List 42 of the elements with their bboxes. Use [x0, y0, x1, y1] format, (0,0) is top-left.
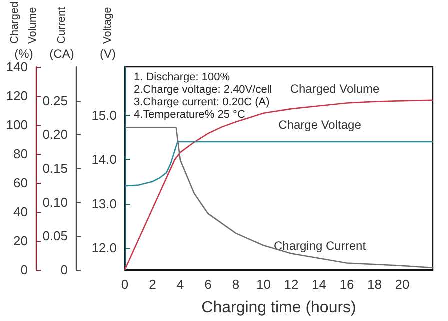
y3-tick-label: 140 — [6, 60, 28, 74]
x-tick-label: 14 — [312, 277, 326, 292]
y3-tick-label: 20 — [14, 234, 28, 248]
y3-axis-title: Charged Volume (%) — [9, 2, 39, 61]
x-tick-label: 8 — [232, 277, 240, 292]
y2-tick-label: 0.25 — [42, 93, 68, 108]
x-axis-title: Charging time (hours) — [202, 300, 356, 316]
y-tick-label: 15.0 — [92, 108, 117, 124]
y2-axis-title: Current (CA) — [50, 7, 74, 61]
y2-tick-label: 0.20 — [42, 127, 68, 142]
annotation: 2.Charge voltage: 2.40V/cell — [134, 84, 272, 96]
y3-tick-label: 100 — [6, 118, 28, 132]
y2-tick-label: 0.15 — [42, 161, 68, 176]
y2-tick-label: 0 — [60, 262, 68, 278]
y2-tick-label: 0.10 — [42, 194, 68, 210]
x-tick-label: 20 — [395, 277, 410, 292]
y3-tick-label: 0 — [20, 262, 28, 278]
y-tick-label: 14.0 — [92, 152, 117, 168]
y-tick-label: 13.0 — [92, 196, 117, 212]
annotation: 1. Discharge: 100% — [134, 72, 230, 84]
x-tick-label: 12 — [284, 277, 299, 292]
y-axis-title: Voltage (V) — [100, 7, 116, 61]
y3-tick-label: 60 — [14, 176, 28, 190]
x-tick-label: 0 — [121, 277, 129, 292]
y-tick-label: 12.0 — [92, 240, 117, 256]
line-series — [124, 100, 434, 271]
x-tick-label: 18 — [367, 277, 382, 292]
x-tick-label: 4 — [176, 277, 184, 292]
y3-tick-label: 40 — [14, 204, 28, 220]
x-tick-label: 6 — [204, 277, 212, 292]
y2-tick-label: 0.05 — [42, 228, 68, 244]
y3-tick-label: 120 — [6, 88, 28, 104]
series-label: Charging Current — [274, 239, 367, 253]
series-label: Charge Voltage — [278, 118, 362, 132]
x-tick-label: 2 — [149, 277, 156, 292]
line-series — [124, 141, 434, 187]
x-tick-label: 16 — [340, 277, 354, 292]
annotation: 4.Temperature% 25 °C — [134, 109, 246, 121]
series-label: Charged Volume — [290, 82, 380, 96]
x-tick-label: 10 — [256, 277, 271, 292]
annotation: 3.Charge current: 0.20C (A) — [134, 96, 270, 108]
y3-tick-label: 80 — [14, 146, 28, 162]
